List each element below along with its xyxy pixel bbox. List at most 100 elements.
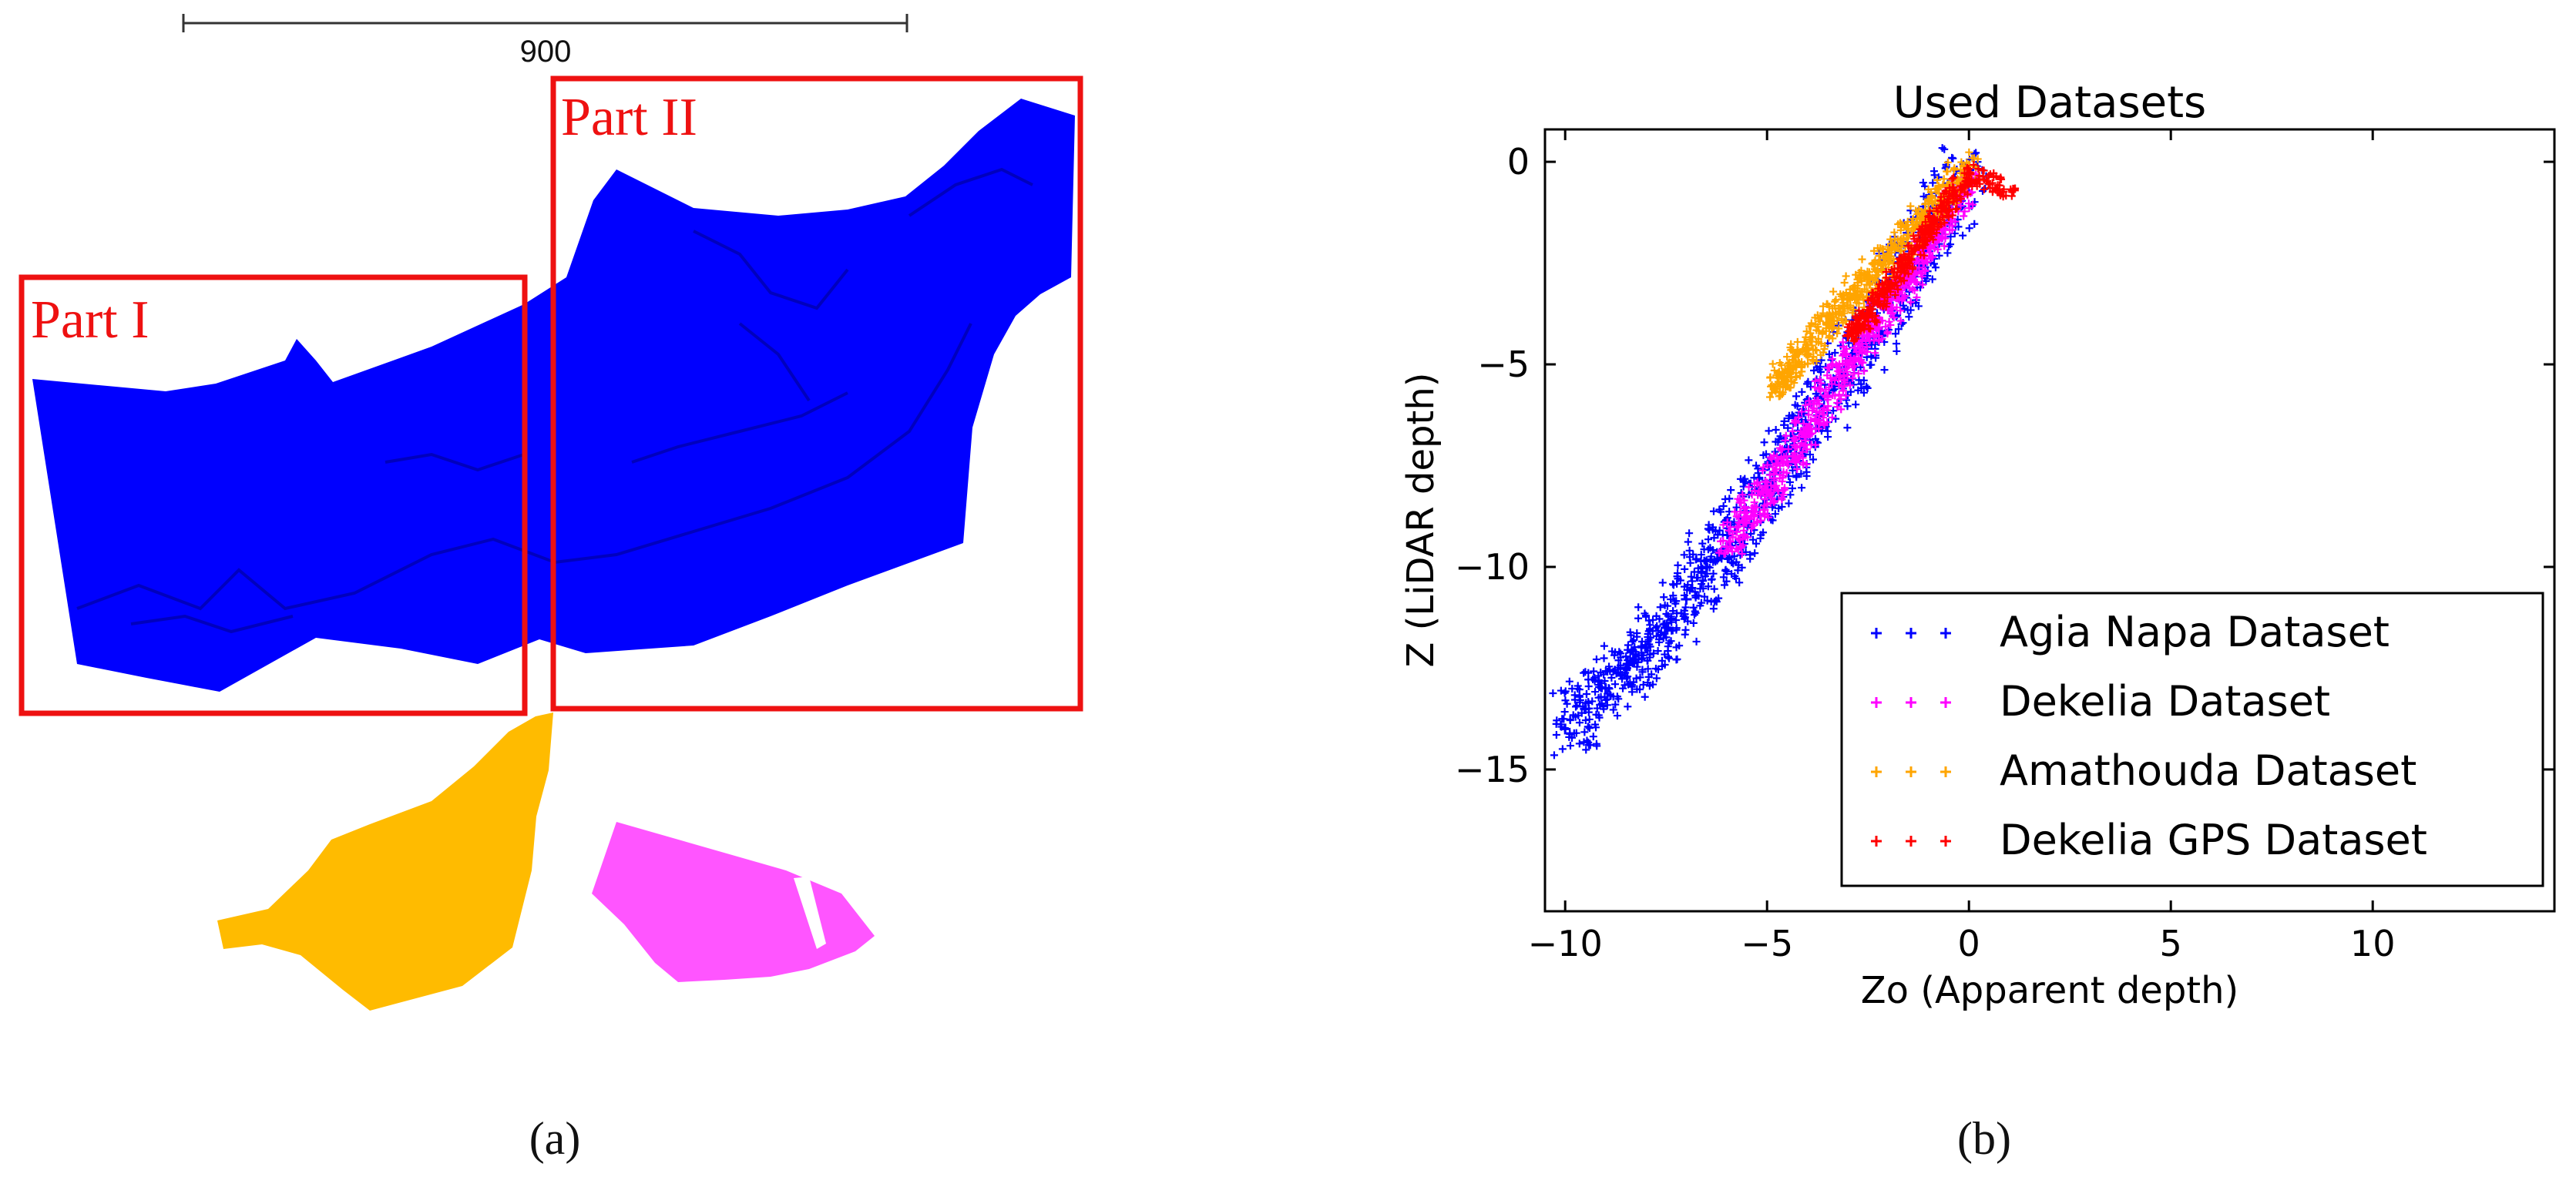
scatter-point-jitter	[1872, 271, 1881, 280]
scatter-point-jitter	[1766, 374, 1775, 382]
legend: Agia Napa Dataset Dekelia Dataset Amathoud…	[1840, 592, 2544, 887]
scatter-point-jitter	[1875, 292, 1883, 300]
scatter-point-jitter	[1565, 677, 1573, 686]
scatter-point-jitter	[1784, 424, 1792, 432]
scatter-point-jitter	[1643, 656, 1651, 665]
scatter-point-jitter	[1590, 676, 1599, 685]
scatter-point-jitter	[1725, 526, 1733, 535]
scatter-point-jitter	[1806, 322, 1815, 330]
scatter-point-jitter	[1774, 487, 1782, 495]
scatter-point-jitter	[1835, 324, 1843, 333]
scatter-point-jitter	[1929, 167, 1938, 176]
scatter-point-jitter	[1584, 676, 1593, 684]
scatter-point-jitter	[1586, 741, 1594, 749]
scatter-point-jitter	[1772, 481, 1781, 490]
scatter-point-jitter	[1735, 535, 1744, 543]
scatter-point-jitter	[1832, 360, 1840, 369]
scatter-point-jitter	[1927, 194, 1936, 203]
scatter-point-jitter	[1798, 484, 1806, 492]
scatter-point-jitter	[1829, 334, 1837, 343]
y-tick-label: −15	[1455, 749, 1530, 790]
scatter-point-jitter	[1897, 277, 1906, 286]
scatter-point-jitter	[1807, 441, 1815, 449]
scatter-point-jitter	[1575, 719, 1584, 727]
scatter-point-jitter	[1654, 626, 1662, 635]
scatter-point-jitter	[1774, 438, 1782, 446]
scatter-point-jitter	[1860, 367, 1869, 375]
scatter-point-jitter	[1622, 652, 1631, 661]
scatter-point-jitter	[1919, 251, 1928, 260]
scatter-point-jitter	[1750, 498, 1758, 507]
scatter-point-jitter	[1885, 317, 1893, 326]
scatter-point-jitter	[1906, 306, 1915, 314]
scatter-point-jitter	[1940, 219, 1949, 227]
scale-bar: 900	[182, 14, 908, 69]
legend-label: Dekelia Dataset	[2000, 677, 2330, 726]
scatter-point-jitter	[1812, 320, 1820, 329]
scatter-point-jitter	[1960, 207, 1969, 216]
scatter-point-jitter	[1910, 287, 1919, 295]
scatter-point-jitter	[1802, 468, 1811, 476]
scatter-point-jitter	[1992, 172, 2000, 180]
scatter-point-jitter	[1704, 525, 1712, 533]
scatter-point-jitter	[1780, 421, 1788, 429]
scatter-point-jitter	[1877, 265, 1886, 273]
scatter-point-jitter	[1790, 418, 1798, 427]
scatter-point-jitter	[1573, 682, 1582, 690]
scatter-point-jitter	[1680, 551, 1688, 559]
scatter-point-jitter	[1590, 667, 1598, 676]
scatter-point-jitter	[1646, 625, 1654, 634]
y-tick-label: 0	[1507, 141, 1530, 183]
scatter-point-jitter	[1895, 259, 1903, 267]
scatter-point-jitter	[1653, 622, 1661, 630]
legend-marker	[1940, 697, 1951, 708]
scatter-point-jitter	[1882, 300, 1891, 308]
scatter-point-jitter	[1610, 651, 1619, 659]
scatter-point-jitter	[1768, 478, 1777, 486]
scatter-point-jitter	[1624, 641, 1632, 649]
scatter-point-jitter	[1822, 327, 1830, 335]
scatter-point-jitter	[1580, 728, 1589, 736]
scatter-point	[1943, 196, 1954, 208]
scatter-point-jitter	[1872, 318, 1881, 327]
scatter-point-jitter	[1819, 414, 1827, 422]
scatter-point	[1721, 541, 1732, 552]
scatter-point-jitter	[1846, 381, 1854, 390]
legend-marker	[1906, 697, 1916, 708]
scatter-point-jitter	[1851, 283, 1859, 292]
scatter-point-jitter	[1585, 715, 1594, 723]
scatter-point-jitter	[1879, 261, 1888, 270]
scatter-point-jitter	[1974, 165, 1983, 173]
scatter-point-jitter	[1859, 388, 1868, 397]
scatter-point-jitter	[1953, 196, 1961, 205]
legend-entry: Dekelia Dataset	[1871, 677, 2330, 726]
scatter-point-jitter	[1575, 739, 1584, 748]
scatter-point	[1802, 342, 1813, 354]
scatter-point-jitter	[1950, 193, 1958, 201]
scatter-point-jitter	[1675, 642, 1684, 650]
x-tick-label: 10	[2350, 923, 2396, 964]
scatter-point-jitter	[1946, 233, 1955, 241]
scatter-point-jitter	[1759, 463, 1768, 471]
scatter-point-jitter	[1690, 611, 1698, 619]
scatter-point-jitter	[1766, 499, 1775, 508]
legend-frame	[1840, 592, 2544, 887]
scatter-point-jitter	[1701, 592, 1708, 601]
scatter-point-jitter	[1825, 350, 1833, 358]
scatter-point-jitter	[1624, 703, 1632, 711]
scatter-point-jitter	[1775, 461, 1784, 470]
scatter-point-jitter	[1926, 217, 1935, 226]
x-axis-label: Zo (Apparent depth)	[1861, 969, 2239, 1012]
scatter-point-jitter	[1703, 596, 1711, 605]
scatter-point-jitter	[1628, 638, 1637, 646]
scatter-point-jitter	[1970, 179, 1979, 187]
scatter-point-jitter	[1771, 510, 1779, 518]
scatter-point-jitter	[1730, 552, 1738, 561]
scatter-point-jitter	[1856, 345, 1865, 354]
scatter-point-jitter	[1787, 373, 1795, 381]
scatter-point-jitter	[1632, 674, 1641, 682]
legend-marker	[1871, 697, 1882, 708]
scatter-point-jitter	[1772, 425, 1780, 434]
scatter-point-jitter	[1850, 369, 1859, 377]
scatter-point-jitter	[1769, 451, 1778, 460]
